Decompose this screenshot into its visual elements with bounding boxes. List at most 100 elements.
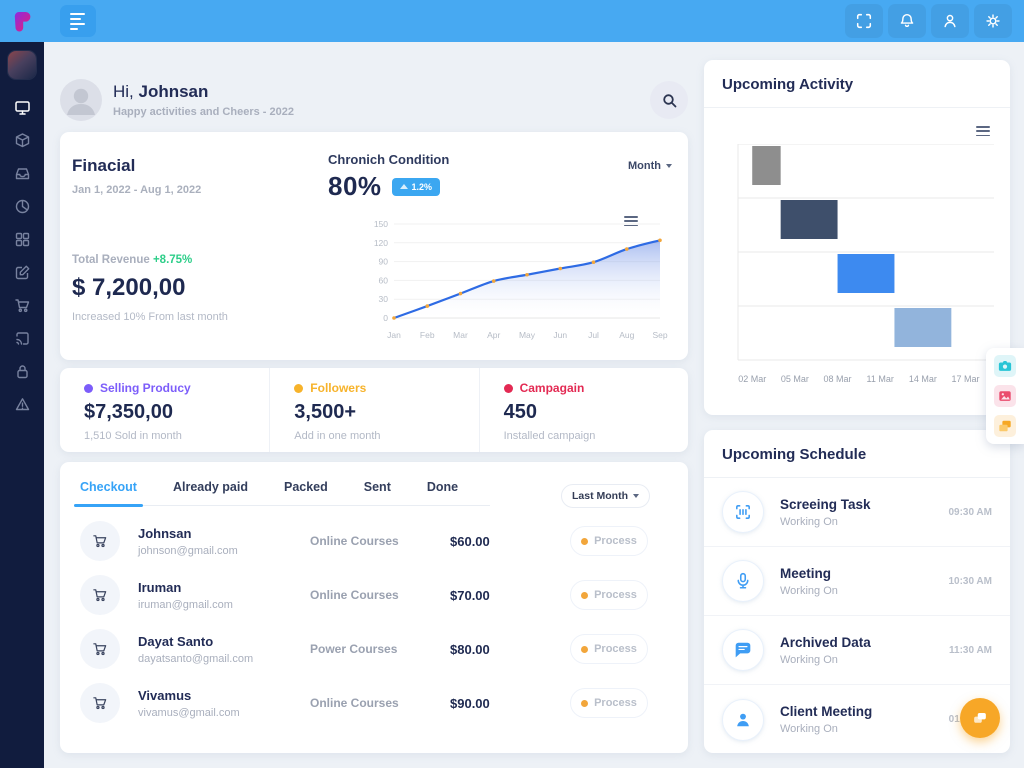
svg-text:Jun: Jun <box>553 330 567 340</box>
order-price: $80.00 <box>450 641 490 657</box>
status-dot-icon <box>581 699 589 707</box>
table-row[interactable]: Iruman iruman@gmail.com Online Courses $7… <box>60 568 688 622</box>
greeting-bar: Hi, Johnsan Happy activities and Cheers … <box>60 76 688 124</box>
sidebar-item-shop[interactable] <box>0 289 44 322</box>
fullscreen-button[interactable] <box>845 4 883 38</box>
sidebar-item-reports[interactable] <box>0 190 44 223</box>
tab-sent[interactable]: Sent <box>363 480 391 494</box>
username: Johnsan <box>138 82 209 101</box>
stat-campaign: Campagain 450 Installed campaign <box>478 368 688 452</box>
svg-text:Jul: Jul <box>588 330 599 340</box>
cart-icon <box>80 521 120 561</box>
financial-area-chart: 0 30 60 90 120 150 Jan Feb Mar Apr May Jun Jul Aug Sep <box>360 216 672 352</box>
product-name: Online Courses <box>310 534 399 548</box>
list-item[interactable]: Archived Data Working On 11:30 AM <box>704 616 1010 685</box>
chat-fab-button[interactable] <box>960 698 1000 738</box>
schedule-time: 09:30 AM <box>948 506 992 518</box>
edit-icon <box>15 265 29 280</box>
revenue-value: $ 7,200,00 <box>72 274 186 301</box>
last-month-select[interactable]: Last Month <box>561 484 650 508</box>
sidebar-item-cast[interactable] <box>0 322 44 355</box>
page-title: Hi, Johnsan <box>113 82 209 101</box>
buyer-email: vivamus@gmail.com <box>138 706 240 719</box>
sidebar-item-products[interactable] <box>0 124 44 157</box>
revenue-delta: +8.75% <box>152 254 193 266</box>
image-button[interactable] <box>994 385 1016 407</box>
table-row[interactable]: Dayat Santo dayatsanto@gmail.com Power Co… <box>60 622 688 676</box>
list-item[interactable]: Meeting Working On 10:30 AM <box>704 547 1010 616</box>
order-price: $60.00 <box>450 533 490 549</box>
user-icon <box>722 698 764 741</box>
tab-already-paid[interactable]: Already paid <box>172 480 248 494</box>
order-price: $90.00 <box>450 695 490 711</box>
alert-triangle-icon <box>15 398 29 411</box>
pie-chart-icon <box>15 199 29 214</box>
cart-icon <box>80 629 120 669</box>
schedule-title: Upcoming Schedule <box>722 446 867 463</box>
topbar <box>0 0 1024 42</box>
sidebar-item-security[interactable] <box>0 355 44 388</box>
svg-text:14 Mar: 14 Mar <box>909 374 937 384</box>
stats-card: Selling Producy $7,350,00 1,510 Sold in … <box>60 368 688 452</box>
sidebar-item-apps[interactable] <box>0 223 44 256</box>
settings-button[interactable] <box>974 4 1012 38</box>
status-dot-icon <box>581 537 589 545</box>
condition-block: Chronich Condition 80% 1.2% <box>328 152 449 202</box>
camera-icon <box>998 361 1012 371</box>
chat-icon <box>722 629 764 671</box>
financial-title: Finacial <box>72 156 136 175</box>
list-item[interactable]: Screeing Task Working On 09:30 AM <box>704 478 1010 547</box>
status-dot-icon <box>581 591 589 599</box>
svg-text:Sep: Sep <box>652 330 667 340</box>
grid-icon <box>15 232 29 247</box>
brand-logo-icon <box>14 12 31 32</box>
notifications-button[interactable] <box>888 4 926 38</box>
table-row[interactable]: Johnsan johnson@gmail.com Online Courses … <box>60 514 688 568</box>
gear-icon <box>986 14 1000 28</box>
sidebar-item-alerts[interactable] <box>0 388 44 421</box>
activity-chart-menu-button[interactable] <box>976 126 990 137</box>
buyer-name: Johnsan <box>138 525 192 541</box>
financial-chart-menu-button[interactable] <box>624 216 638 227</box>
inbox-icon <box>15 168 29 180</box>
svg-text:Feb: Feb <box>420 330 435 340</box>
upcoming-activity-card: Upcoming Activity 02 Mar 05 Mar 08 Mar 11 M… <box>704 60 1010 415</box>
svg-text:Aug: Aug <box>619 330 634 340</box>
profile-button[interactable] <box>931 4 969 38</box>
brand-logo[interactable] <box>0 9 44 33</box>
search-icon <box>662 93 676 107</box>
condition-delta-badge: 1.2% <box>391 177 441 196</box>
camera-button[interactable] <box>994 355 1016 377</box>
order-tabs: Checkout Already paid Packed Sent Done <box>74 480 490 507</box>
sidebar-item-compose[interactable] <box>0 256 44 289</box>
chat-forward-icon <box>974 713 986 723</box>
search-button[interactable] <box>650 81 688 119</box>
svg-text:120: 120 <box>374 238 388 248</box>
sidebar-item-inbox[interactable] <box>0 157 44 190</box>
quick-actions-panel <box>986 348 1024 444</box>
svg-text:02 Mar: 02 Mar <box>738 374 766 384</box>
buyer-name: Iruman <box>138 579 182 595</box>
table-row[interactable]: Vivamus vivamus@gmail.com Online Courses … <box>60 676 688 730</box>
copy-button[interactable] <box>994 415 1016 437</box>
svg-text:Jan: Jan <box>387 330 401 340</box>
tab-packed[interactable]: Packed <box>283 480 328 494</box>
revenue-label: Total Revenue +8.75% <box>72 254 193 266</box>
svg-text:11 Mar: 11 Mar <box>867 374 894 384</box>
svg-text:90: 90 <box>379 257 389 267</box>
purple-dot-icon <box>84 383 93 393</box>
stat-selling-product: Selling Producy $7,350,00 1,510 Sold in … <box>84 381 191 442</box>
orders-card: Checkout Already paid Packed Sent Done L… <box>60 462 688 753</box>
sidebar-user-avatar[interactable] <box>8 51 36 79</box>
svg-text:Mar: Mar <box>453 330 468 340</box>
tab-done[interactable]: Done <box>426 480 459 494</box>
order-list: Johnsan johnson@gmail.com Online Courses … <box>60 514 688 730</box>
sidebar-item-dashboard[interactable] <box>0 91 44 124</box>
svg-text:08 Mar: 08 Mar <box>824 374 852 384</box>
sidebar <box>0 42 44 768</box>
month-period-select[interactable]: Month <box>628 160 672 172</box>
sidebar-toggle-button[interactable] <box>60 5 96 37</box>
tab-checkout[interactable]: Checkout <box>74 480 143 507</box>
